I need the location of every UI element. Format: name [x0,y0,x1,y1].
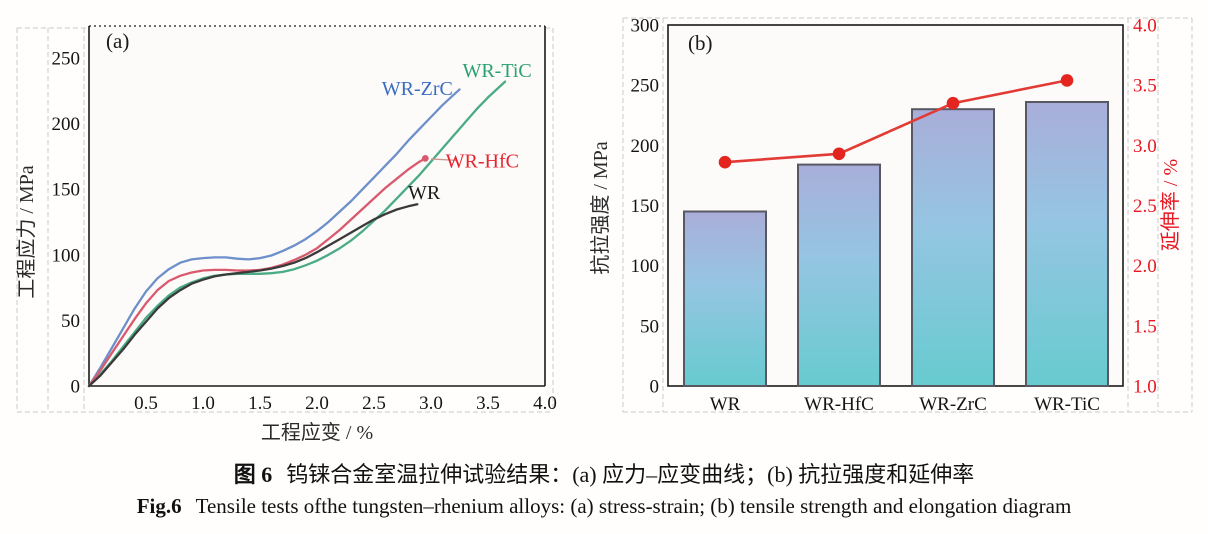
x-tick-label: 2.5 [362,393,386,414]
series-label-WR-HfC: WR-HfC [446,150,519,172]
left-y-tick-label: 250 [631,76,660,97]
chart-b-right-axis-title: 延伸率 / % [1159,159,1182,251]
caption-zh-number: 图 6 [233,462,273,487]
x-tick-label: 4.0 [533,393,557,414]
x-tick-label: 3.5 [476,393,500,414]
elongation-point-WR-HfC [832,147,846,161]
panel-label-b: (b) [688,31,713,55]
chart-b-elongation-line [718,74,1074,169]
bar-WR-TiC [1025,101,1109,387]
caption-en-text: Tensile tests ofthe tungsten–rhenium all… [195,494,1072,518]
left-y-tick-label: 150 [631,196,660,217]
elongation-point-WR-ZrC [946,96,960,110]
y-tick-label: 0 [71,377,81,398]
chart-b-bars [683,101,1109,387]
elongation-polyline [724,79,1068,164]
panel-label-a: (a) [106,29,129,53]
x-tick-label: 2.0 [305,393,329,414]
chart-b-strength-elongation: 0 50 100 150 200 250 300 1.0 1.5 2.0 2.5 3.0 3.5 4.0 W… [589,16,1182,415]
left-y-tick-label: 50 [640,316,659,337]
chart-a-axes [88,25,546,387]
series-label-WR: WR [408,182,441,204]
chart-a-plot-area [89,26,545,386]
bar-WR-ZrC [911,108,995,387]
right-y-tick-label: 3.0 [1133,136,1157,157]
right-y-tick-label: 2.0 [1133,256,1157,277]
right-y-tick-label: 2.5 [1133,196,1157,217]
chart-b-tick-labels: 0 50 100 150 200 250 300 1.0 1.5 2.0 2.5 3.0 3.5 4.0 W… [631,16,1157,415]
category-label-WR-TiC: WR-TiC [1034,394,1100,415]
curve-WR-ZrC [87,88,461,388]
elongation-point-WR [718,155,732,169]
left-y-tick-label: 200 [631,136,660,157]
chart-a-y-axis-title: 工程应力 / MPa [15,165,38,298]
x-tick-label: 1.5 [248,393,272,414]
y-tick-label: 150 [52,180,81,201]
category-label-WR-ZrC: WR-ZrC [919,394,987,415]
elongation-point-WR-TiC [1060,74,1074,87]
caption-en-number: Fig.6 [136,494,182,518]
series-label-WR-TiC: WR-TiC [462,60,531,82]
caption-chinese: 图 6 钨铼合金室温拉伸试验结果：(a) 应力–应变曲线；(b) 抗拉强度和延伸率 [0,457,1208,489]
right-y-tick-label: 1.5 [1133,316,1157,337]
left-y-tick-label: 0 [650,377,660,398]
curve-WR [87,203,419,388]
chart-a-tick-labels: 0 50 100 150 200 250 0.5 1.0 1.5 2.0 2.5 3.0 3.5 4.0 [52,49,557,415]
y-tick-label: 200 [52,114,81,135]
curve-WR-TiC [87,80,507,388]
caption-english: Fig.6 Tensile tests ofthe tungsten–rheniu… [0,494,1208,519]
chart-b-left-axis-title: 抗拉强度 / MPa [589,141,612,274]
caption-zh-text: 钨铼合金室温拉伸试验结果：(a) 应力–应变曲线；(b) 抗拉强度和延伸率 [286,462,975,487]
category-label-WR-HfC: WR-HfC [804,394,874,415]
bar-WR [683,210,767,387]
series-label-WR-ZrC: WR-ZrC [382,78,453,100]
right-y-tick-label: 1.0 [1133,377,1157,398]
bar-WR-HfC [797,163,881,387]
y-tick-label: 250 [52,49,81,70]
label-leader-line [430,158,457,161]
x-tick-label: 3.0 [419,393,443,414]
category-label-WR: WR [710,394,741,415]
right-y-tick-label: 4.0 [1133,16,1157,37]
y-tick-label: 100 [52,245,81,266]
left-y-tick-label: 100 [631,256,660,277]
left-y-tick-label: 300 [631,16,660,37]
y-tick-label: 50 [61,311,80,332]
chart-a-x-axis-title: 工程应变 / % [261,421,373,444]
table-grid-guides [16,17,1193,413]
x-tick-label: 1.0 [191,393,215,414]
right-y-tick-label: 3.5 [1133,76,1157,97]
curve-end-marker [421,154,429,162]
x-tick-label: 0.5 [134,393,158,414]
